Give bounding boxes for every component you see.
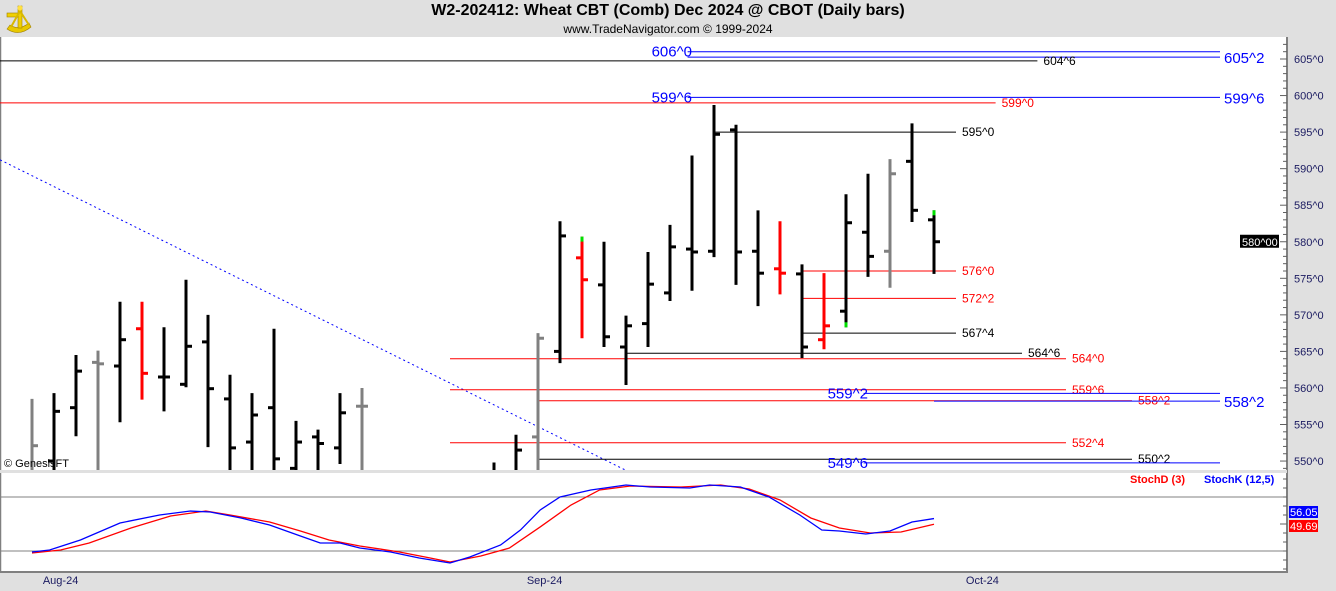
price-bar <box>598 241 610 348</box>
date-label: Aug-24 <box>43 575 78 587</box>
price-tick-label: 595^0 <box>1294 127 1324 139</box>
price-bar <box>136 301 148 400</box>
price-bar <box>906 123 918 223</box>
chart-title: W2-202412: Wheat CBT (Comb) Dec 2024 @ C… <box>431 2 905 19</box>
price-bar <box>312 429 324 471</box>
level-label: 572^2 <box>962 291 995 305</box>
level-label-left: 549^6 <box>828 455 868 472</box>
price-bar <box>246 393 258 471</box>
level-label: 604^6 <box>1043 54 1076 68</box>
level-label-right: 599^6 <box>1224 90 1264 107</box>
stochk-value: 56.05 <box>1290 507 1318 519</box>
trendline <box>0 159 626 471</box>
level-label-left: 559^2 <box>828 385 868 402</box>
price-bar <box>334 393 346 464</box>
price-tick-label: 585^0 <box>1294 200 1324 212</box>
level-label-left: 606^0 <box>652 44 692 61</box>
price-bar <box>492 462 496 471</box>
level-label-left: 599^6 <box>652 89 692 106</box>
price-bar <box>620 315 632 386</box>
price-bar <box>730 124 742 285</box>
chart-subtitle: www.TradeNavigator.com © 1999-2024 <box>563 22 773 36</box>
last-price-box <box>1240 234 1279 248</box>
price-tick-label: 590^0 <box>1294 164 1324 176</box>
price-bar <box>48 393 60 471</box>
copyright-label: © GenesisFT <box>4 458 69 470</box>
date-label: Sep-24 <box>527 575 562 587</box>
price-bar <box>554 221 566 364</box>
price-bar <box>224 374 236 471</box>
level-label-right: 605^2 <box>1224 50 1264 67</box>
stochk-value-box <box>1289 506 1318 518</box>
level-label: 599^0 <box>1002 96 1035 110</box>
stochd-value: 49.69 <box>1290 521 1318 533</box>
price-bar <box>514 434 522 471</box>
price-bar <box>774 221 786 295</box>
main-plot: 606^0 605^2 604^6 599^6 599^6 599^0 595^0 576^0… <box>0 44 1264 472</box>
level-label: 567^4 <box>962 326 995 340</box>
sextant-logo-icon <box>6 5 32 33</box>
price-bar <box>686 155 698 291</box>
price-bar <box>70 355 82 437</box>
price-tick-label: 600^0 <box>1294 91 1324 103</box>
price-tick-label: 575^0 <box>1294 273 1324 285</box>
main-panel <box>0 37 1287 471</box>
stoch-panel <box>0 473 1287 572</box>
stoch-line-d <box>31 484 935 563</box>
price-bar <box>818 273 830 350</box>
date-label: Oct-24 <box>966 575 999 587</box>
stoch-line-k <box>31 484 935 564</box>
level-label: 559^6 <box>1072 383 1105 397</box>
level-label: 552^4 <box>1072 436 1105 450</box>
panel-separator <box>0 470 1287 473</box>
level-label: 564^6 <box>1028 346 1061 360</box>
price-bar <box>114 301 126 423</box>
price-bar <box>840 194 852 328</box>
stochd-value-box <box>1289 520 1318 532</box>
legend-stochk: StochK (12,5) <box>1204 474 1275 486</box>
price-tick-label: 565^0 <box>1294 346 1324 358</box>
level-label: 595^0 <box>962 125 995 139</box>
level-label: 576^0 <box>962 264 995 278</box>
price-tick-label: 550^0 <box>1294 456 1324 468</box>
price-bar <box>268 328 280 471</box>
price-bar <box>884 159 896 288</box>
price-bar <box>752 210 764 307</box>
level-label: 550^2 <box>1138 452 1171 466</box>
level-label: 564^0 <box>1072 352 1105 366</box>
price-bar <box>202 314 214 448</box>
price-bar <box>642 251 654 348</box>
price-bar <box>92 350 104 471</box>
legend-stochd: StochD (3) <box>1130 474 1185 486</box>
price-bar <box>664 224 676 301</box>
price-tick-label: 580^0 <box>1294 237 1324 249</box>
price-bar <box>708 105 720 258</box>
price-bar <box>862 173 874 277</box>
level-label-right: 558^2 <box>1224 394 1264 411</box>
price-bar <box>796 264 808 358</box>
price-bar <box>158 327 170 412</box>
price-bar <box>290 420 302 471</box>
price-bar <box>356 387 368 471</box>
price-bar <box>180 279 192 388</box>
price-tick-label: 605^0 <box>1294 54 1324 66</box>
price-bar <box>30 398 38 471</box>
price-tick-label: 555^0 <box>1294 420 1324 432</box>
last-price-label: 580^00 <box>1242 237 1278 249</box>
price-tick-label: 570^0 <box>1294 310 1324 322</box>
price-bar <box>928 210 940 274</box>
price-tick-label: 560^0 <box>1294 383 1324 395</box>
price-bar <box>576 236 588 339</box>
